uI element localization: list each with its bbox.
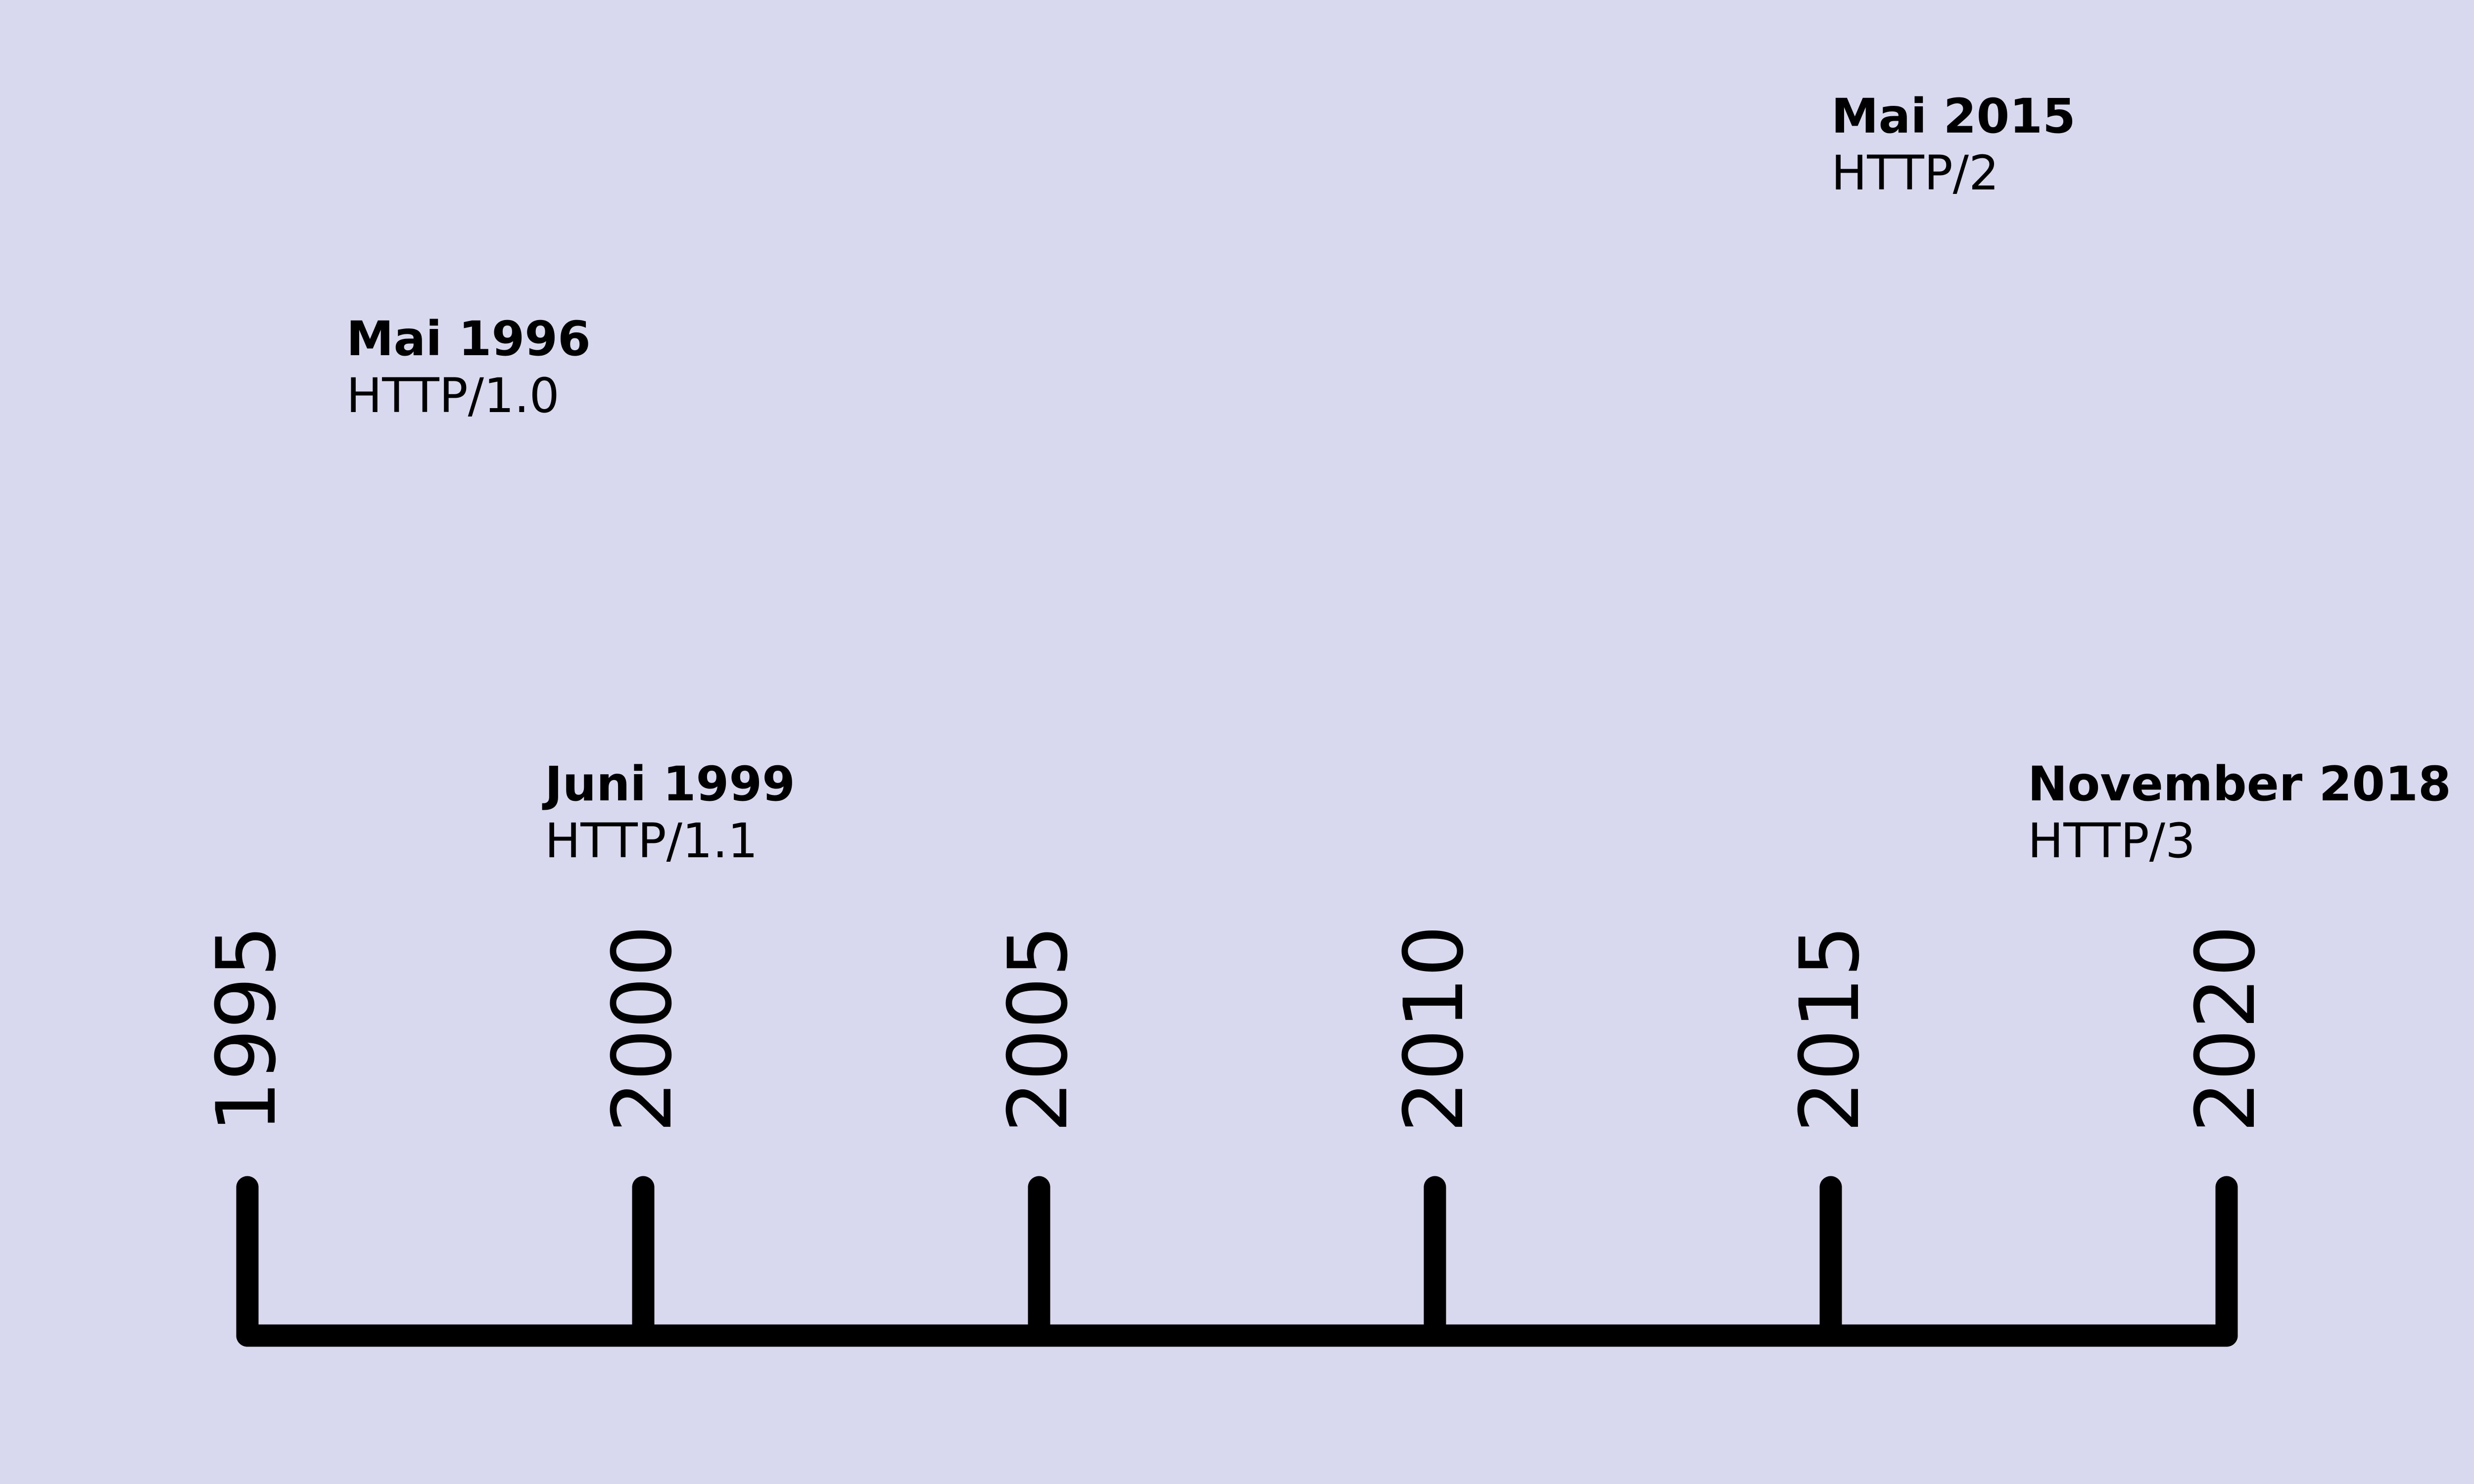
- event-http-1-1: Juni 1999 HTTP/1.1: [545, 756, 795, 870]
- event-name: HTTP/3: [2028, 813, 2196, 869]
- timeline-tick-label: 2010: [1386, 925, 1481, 1133]
- event-date: November 2018: [2028, 756, 2451, 812]
- event-date: Mai 2015: [1831, 89, 2076, 144]
- timeline-tick-label: 2005: [991, 925, 1086, 1133]
- event-http-1-0: Mai 1996 HTTP/1.0: [346, 311, 591, 424]
- timeline-tick-label: 2020: [2178, 925, 2273, 1133]
- event-name: HTTP/1.0: [346, 368, 560, 423]
- event-date: Mai 1996: [346, 311, 591, 367]
- event-name: HTTP/2: [1831, 145, 1999, 201]
- event-date: Juni 1999: [545, 756, 795, 812]
- timeline-tick-label: 2000: [595, 925, 690, 1133]
- event-http-3: November 2018 HTTP/3: [2028, 756, 2451, 870]
- event-name: HTTP/1.1: [545, 813, 758, 869]
- timeline-tick-label: 2015: [1782, 925, 1877, 1133]
- timeline-axis: [236, 1176, 2238, 1347]
- timeline-tick-label: 1995: [199, 925, 294, 1133]
- event-http-2: Mai 2015 HTTP/2: [1831, 88, 2076, 202]
- timeline-tick-labels: 1995 2000 2005 2010 2015 2020: [199, 925, 2273, 1133]
